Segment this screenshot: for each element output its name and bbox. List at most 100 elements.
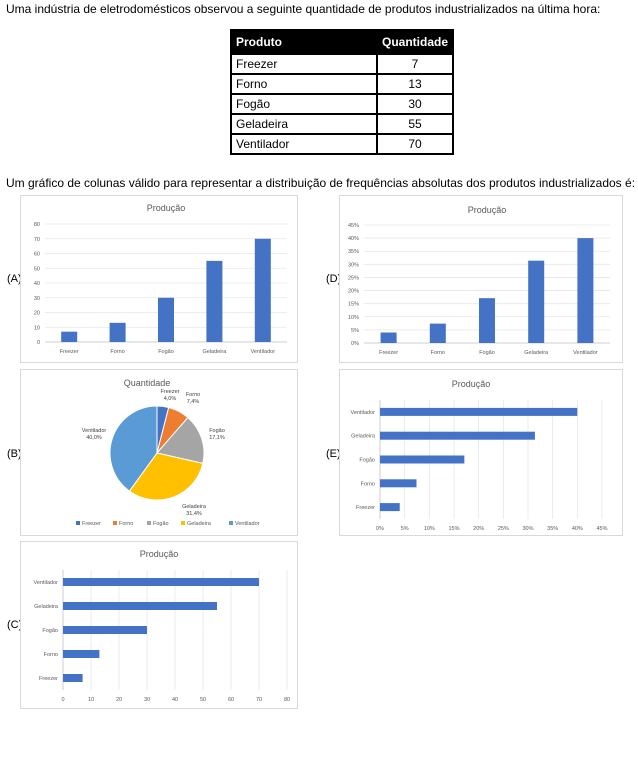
cell-quantity: 70 [375, 133, 455, 155]
y-tick-label: Ventilador [351, 410, 376, 416]
legend-swatch [113, 521, 117, 525]
question-text: Um gráfico de colunas válido para repres… [6, 176, 636, 190]
y-tick-label: Freezer [39, 676, 58, 682]
legend-label: Forno [119, 521, 133, 527]
y-tick-label: 70 [34, 237, 40, 243]
chart-title: Produção [147, 203, 186, 213]
cell-product: Fogão [230, 93, 378, 115]
y-tick-label: 40 [34, 281, 40, 287]
legend-swatch [229, 521, 233, 525]
y-tick-label: Ventilador [34, 580, 59, 586]
x-tick-label: Freezer [379, 350, 398, 356]
legend-swatch [76, 521, 80, 525]
y-tick-label: 30 [34, 296, 40, 302]
bar [577, 238, 594, 343]
y-tick-label: Forno [361, 481, 375, 487]
y-tick-label: 30% [348, 262, 359, 268]
data-label-value: 40,0% [86, 435, 102, 441]
legend-label: Ventilador [235, 521, 260, 527]
bar [528, 260, 545, 343]
y-tick-label: 0% [351, 341, 359, 347]
cell-quantity: 55 [375, 113, 455, 135]
y-tick-label: 45% [348, 223, 359, 229]
table-row: Geladeira 55 [230, 113, 455, 135]
bar [380, 455, 465, 464]
y-tick-label: 50 [34, 266, 40, 272]
option-c-label: (C) [7, 619, 23, 631]
x-tick-label: 30 [144, 697, 150, 703]
legend-swatch [181, 521, 185, 525]
y-tick-label: 35% [348, 249, 359, 255]
chart-e-svg: Produção 0% 5% 10% 15% 20% 25% 30% 35% 40% 45% Vent… [351, 379, 608, 532]
x-tick-label: 80 [284, 697, 290, 703]
cell-product: Forno [230, 73, 378, 95]
bar [429, 323, 446, 343]
data-label-value: 7,4% [187, 399, 200, 405]
option-a-label: (A) [7, 273, 22, 285]
y-tick-label: Fogão [359, 458, 375, 464]
data-label-value: 4,0% [164, 396, 177, 402]
chart-e: Produção 0% 5% 10% 15% 20% 25% 30% 35% 40% 45% Vent… [339, 369, 623, 536]
x-tick-label: Freezer [60, 349, 79, 355]
x-tick-label: 10% [424, 526, 435, 532]
chart-c: Produção 0 10 20 30 40 50 60 70 80 Ventilador Gelad… [20, 541, 298, 709]
y-tick-label: Forno [44, 652, 58, 658]
x-tick-label: 30% [522, 526, 533, 532]
pie-slice [156, 416, 205, 464]
legend-swatch [147, 521, 151, 525]
cell-product: Freezer [230, 53, 378, 75]
x-tick-label: 0% [376, 526, 384, 532]
y-tick-label: 5% [351, 328, 359, 334]
x-tick-label: 35% [547, 526, 558, 532]
data-label-value: 31,4% [186, 511, 202, 517]
y-tick-label: Freezer [356, 505, 375, 511]
y-tick-label: 15% [348, 302, 359, 308]
bar [63, 626, 147, 634]
chart-b: Quantidade Freezer 4,0% Forno 7,4% Fogão 17,1%… [20, 369, 298, 536]
x-tick-label: 70 [256, 697, 262, 703]
x-tick-label: Ventilador [573, 350, 598, 356]
chart-a: Produção 0 10 20 30 40 50 60 70 80 Freezer Forno Fog… [20, 195, 298, 363]
bar [158, 297, 174, 342]
y-tick-label: 60 [34, 252, 40, 258]
data-label-name: Freezer [161, 389, 180, 395]
chart-title: Produção [452, 379, 491, 389]
bar [63, 578, 259, 586]
chart-b-svg: QuantidadeFreezer4,0%Forno7,4%Fogão17,1%… [76, 378, 260, 527]
x-tick-label: 5% [401, 526, 409, 532]
x-tick-label: Geladeira [524, 350, 549, 356]
header-produto: Produto [230, 29, 378, 55]
chart-title: Quantidade [124, 378, 171, 388]
bar [63, 650, 100, 658]
cell-quantity: 30 [375, 93, 455, 115]
y-tick-label: 10 [34, 325, 40, 331]
production-table: Produto Quantidade Freezer 7 Forno 13 Fogã… [230, 29, 455, 155]
option-b-label: (B) [7, 448, 22, 460]
x-tick-label: 0 [61, 697, 64, 703]
x-tick-label: 50 [200, 697, 206, 703]
x-tick-label: 20 [116, 697, 122, 703]
x-tick-label: 20% [473, 526, 484, 532]
y-tick-label: 20 [34, 311, 40, 317]
data-label-name: Ventilador [82, 428, 107, 434]
bar [206, 260, 223, 342]
x-tick-label: 40 [172, 697, 178, 703]
cell-product: Geladeira [230, 113, 378, 135]
bar [380, 407, 578, 416]
legend-label: Fogão [153, 521, 169, 527]
y-tick-label: 25% [348, 275, 359, 281]
data-label-name: Fogão [209, 428, 225, 434]
y-tick-label: Fogão [42, 628, 58, 634]
x-tick-label: Fogão [158, 349, 174, 355]
bar [63, 674, 83, 682]
bar [380, 479, 417, 488]
bar [109, 322, 126, 342]
y-tick-label: 20% [348, 289, 359, 295]
bar [479, 298, 495, 343]
table-header-row: Produto Quantidade [230, 29, 455, 55]
data-label-name: Geladeira [182, 504, 207, 510]
table-row: Freezer 7 [230, 53, 455, 75]
y-tick-label: 80 [34, 222, 40, 228]
legend-label: Freezer [82, 521, 101, 527]
chart-c-svg: Produção 0 10 20 30 40 50 60 70 80 Ventilador Gelad… [34, 549, 291, 703]
